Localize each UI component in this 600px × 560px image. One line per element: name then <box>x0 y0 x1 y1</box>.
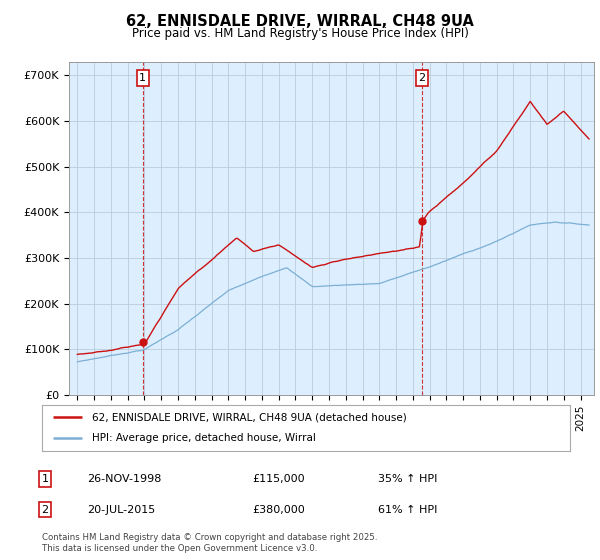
Text: 2: 2 <box>41 505 49 515</box>
Text: Contains HM Land Registry data © Crown copyright and database right 2025.
This d: Contains HM Land Registry data © Crown c… <box>42 533 377 553</box>
Text: 26-NOV-1998: 26-NOV-1998 <box>87 474 161 484</box>
Text: 62, ENNISDALE DRIVE, WIRRAL, CH48 9UA (detached house): 62, ENNISDALE DRIVE, WIRRAL, CH48 9UA (d… <box>92 412 407 422</box>
Text: Price paid vs. HM Land Registry's House Price Index (HPI): Price paid vs. HM Land Registry's House … <box>131 27 469 40</box>
Text: £115,000: £115,000 <box>252 474 305 484</box>
Text: 1: 1 <box>139 73 146 83</box>
Text: 2: 2 <box>419 73 425 83</box>
Text: HPI: Average price, detached house, Wirral: HPI: Average price, detached house, Wirr… <box>92 433 316 444</box>
Text: 20-JUL-2015: 20-JUL-2015 <box>87 505 155 515</box>
Text: 61% ↑ HPI: 61% ↑ HPI <box>378 505 437 515</box>
Text: 62, ENNISDALE DRIVE, WIRRAL, CH48 9UA: 62, ENNISDALE DRIVE, WIRRAL, CH48 9UA <box>126 14 474 29</box>
Text: 35% ↑ HPI: 35% ↑ HPI <box>378 474 437 484</box>
Text: 1: 1 <box>41 474 49 484</box>
Text: £380,000: £380,000 <box>252 505 305 515</box>
